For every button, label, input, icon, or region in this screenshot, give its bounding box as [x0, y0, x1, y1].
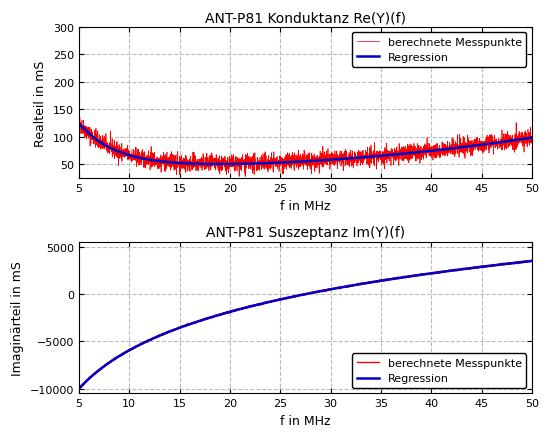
berechnete Messpunkte: [155, 156, 161, 162]
Line: berechnete Messpunkte: berechnete Messpunkte: [79, 261, 532, 389]
Line: berechnete Messpunkte: berechnete Messpunkte: [79, 118, 532, 177]
Regression: [75, 386, 82, 392]
Regression: [216, 162, 223, 167]
Regression: [529, 136, 535, 141]
Regression: [471, 144, 477, 149]
Regression: [269, 161, 276, 166]
Regression: [520, 137, 526, 142]
Title: ANT-P81 Suszeptanz Im(Y)(f): ANT-P81 Suszeptanz Im(Y)(f): [206, 226, 405, 240]
Y-axis label: Imaginärteil in mS: Imaginärteil in mS: [11, 261, 24, 375]
Regression: [127, 154, 134, 159]
Line: Regression: Regression: [79, 124, 532, 165]
X-axis label: f in MHz: f in MHz: [280, 414, 331, 427]
Regression: [127, 347, 134, 352]
Y-axis label: Realteil in mS: Realteil in mS: [34, 60, 47, 146]
Regression: [520, 260, 526, 265]
berechnete Messpunkte: [471, 265, 477, 271]
X-axis label: f in MHz: f in MHz: [280, 199, 331, 212]
berechnete Messpunkte: [520, 260, 526, 265]
berechnete Messpunkte: [529, 136, 535, 141]
Regression: [154, 159, 161, 164]
Title: ANT-P81 Konduktanz Re(Y)(f): ANT-P81 Konduktanz Re(Y)(f): [205, 11, 406, 25]
Legend: berechnete Messpunkte, Regression: berechnete Messpunkte, Regression: [352, 33, 526, 67]
berechnete Messpunkte: [127, 347, 134, 353]
berechnete Messpunkte: [242, 174, 249, 180]
Line: Regression: Regression: [79, 261, 532, 389]
berechnete Messpunkte: [269, 298, 276, 304]
berechnete Messpunkte: [154, 334, 161, 339]
Legend: berechnete Messpunkte, Regression: berechnete Messpunkte, Regression: [352, 353, 526, 388]
Regression: [471, 265, 477, 271]
Regression: [249, 304, 256, 309]
Regression: [154, 334, 161, 339]
Regression: [529, 259, 535, 264]
Regression: [250, 162, 256, 167]
berechnete Messpunkte: [75, 387, 82, 392]
Regression: [75, 121, 82, 127]
berechnete Messpunkte: [520, 134, 526, 139]
berechnete Messpunkte: [249, 304, 256, 309]
berechnete Messpunkte: [75, 119, 82, 124]
berechnete Messpunkte: [76, 115, 82, 120]
berechnete Messpunkte: [526, 258, 532, 264]
berechnete Messpunkte: [250, 164, 256, 170]
berechnete Messpunkte: [471, 137, 478, 142]
berechnete Messpunkte: [529, 259, 535, 265]
berechnete Messpunkte: [128, 156, 134, 161]
berechnete Messpunkte: [270, 158, 276, 163]
Regression: [269, 299, 276, 304]
